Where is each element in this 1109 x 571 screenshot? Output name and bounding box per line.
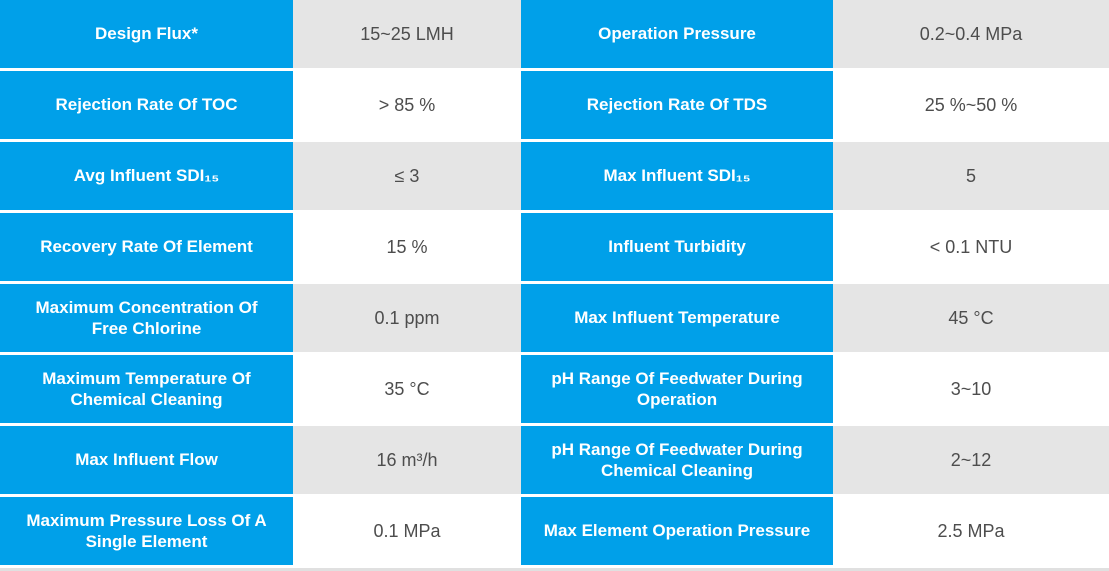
spec-label: Maximum Temperature Of Chemical Cleaning: [0, 355, 293, 423]
spec-value: > 85 %: [293, 71, 521, 139]
spec-label: Maximum Concentration Of Free Chlorine: [0, 284, 293, 352]
spec-value: 16 m³/h: [293, 426, 521, 494]
spec-value: ≤ 3: [293, 142, 521, 210]
spec-label: pH Range Of Feedwater During Operation: [521, 355, 833, 423]
spec-value: 25 %~50 %: [833, 71, 1109, 139]
spec-label: Maximum Pressure Loss Of A Single Elemen…: [0, 497, 293, 565]
spec-value: 2~12: [833, 426, 1109, 494]
spec-label: Rejection Rate Of TDS: [521, 71, 833, 139]
spec-label: pH Range Of Feedwater During Chemical Cl…: [521, 426, 833, 494]
spec-value: 35 °C: [293, 355, 521, 423]
spec-value: 0.1 ppm: [293, 284, 521, 352]
spec-label: Recovery Rate Of Element: [0, 213, 293, 281]
spec-value: 15~25 LMH: [293, 0, 521, 68]
spec-value: 5: [833, 142, 1109, 210]
spec-label: Max Influent SDI₁₅: [521, 142, 833, 210]
spec-label: Rejection Rate Of TOC: [0, 71, 293, 139]
spec-label: Design Flux*: [0, 0, 293, 68]
spec-label: Max Influent Flow: [0, 426, 293, 494]
table-bottom-divider: [0, 568, 1109, 571]
spec-value: 15 %: [293, 213, 521, 281]
spec-value: 0.2~0.4 MPa: [833, 0, 1109, 68]
spec-value: 2.5 MPa: [833, 497, 1109, 565]
spec-label: Avg Influent SDI₁₅: [0, 142, 293, 210]
spec-label: Max Influent Temperature: [521, 284, 833, 352]
spec-label: Operation Pressure: [521, 0, 833, 68]
spec-value: 3~10: [833, 355, 1109, 423]
spec-value: 0.1 MPa: [293, 497, 521, 565]
spec-value: < 0.1 NTU: [833, 213, 1109, 281]
spec-label: Max Element Operation Pressure: [521, 497, 833, 565]
spec-value: 45 °C: [833, 284, 1109, 352]
spec-label: Influent Turbidity: [521, 213, 833, 281]
